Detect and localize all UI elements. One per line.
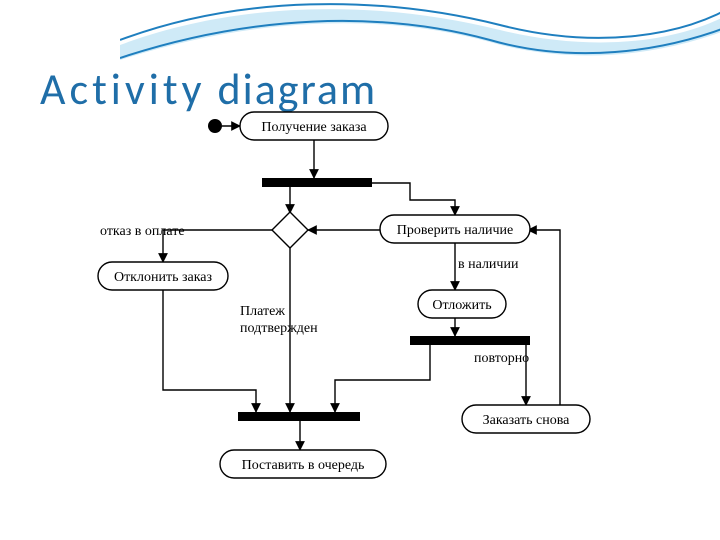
edge-label: Платеж — [240, 304, 285, 319]
edge-label: отказ в оплате — [100, 224, 185, 239]
activity-node: Заказать снова — [462, 405, 590, 433]
activity-diagram: Получение заказа Отклонить заказ Проверить… — [0, 0, 720, 540]
edge — [528, 230, 560, 405]
edge-label: в наличии — [458, 257, 519, 272]
activity-node: Отклонить заказ — [98, 262, 228, 290]
decision-node — [272, 212, 308, 248]
activity-node: Отложить — [418, 290, 506, 318]
activity-node: Поставить в очередь — [220, 450, 386, 478]
activity-label: Отклонить заказ — [114, 270, 213, 285]
sync-bar — [238, 412, 360, 421]
edge-label: подтвержден — [240, 321, 318, 336]
activity-node: Проверить наличие — [380, 215, 530, 243]
sync-bar — [262, 178, 372, 187]
start-node — [208, 119, 222, 133]
edge — [335, 345, 430, 412]
edge-label: повторно — [474, 351, 529, 366]
activity-label: Поставить в очередь — [242, 458, 365, 473]
activity-label: Заказать снова — [483, 413, 571, 428]
edge — [355, 183, 455, 215]
activity-label: Получение заказа — [261, 120, 367, 135]
activity-label: Отложить — [432, 298, 491, 313]
activity-node: Получение заказа — [240, 112, 388, 140]
sync-bar — [410, 336, 530, 345]
activity-label: Проверить наличие — [397, 223, 513, 238]
